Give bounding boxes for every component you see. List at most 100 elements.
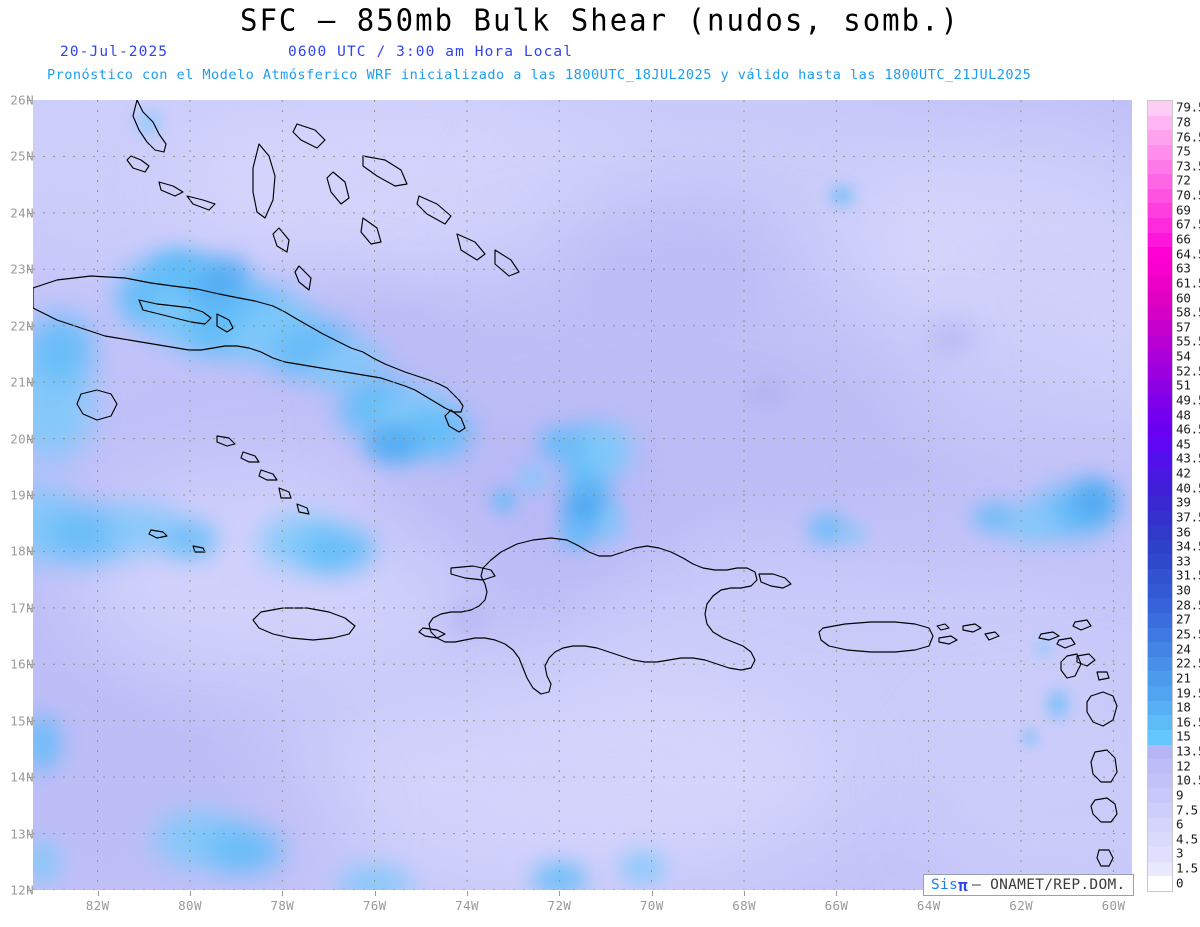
- colorbar-tick-label: 73.5: [1176, 158, 1200, 174]
- shear-contour-blob: [33, 839, 61, 885]
- colorbar-swatch: [1148, 437, 1172, 452]
- colorbar-swatch: [1148, 583, 1172, 599]
- colorbar-tick-label: 66: [1176, 231, 1191, 247]
- colorbar-swatch: [1148, 422, 1172, 438]
- colorbar-swatch: [1148, 569, 1172, 584]
- colorbar-swatch: [1148, 832, 1172, 847]
- lat-axis-tick: [27, 325, 32, 327]
- colorbar-swatch: [1148, 773, 1172, 789]
- colorbar-swatch: [1148, 861, 1172, 877]
- colorbar-swatch: [1148, 218, 1172, 233]
- colorbar-swatch: [1148, 686, 1172, 701]
- shear-contour-blob: [208, 827, 283, 874]
- colorbar-tick-label: 42: [1176, 465, 1191, 481]
- lat-axis-tick: [27, 100, 32, 101]
- colorbar-swatch: [1148, 276, 1172, 292]
- colorbar-swatch: [1148, 671, 1172, 686]
- lat-axis-label: 25N: [10, 148, 34, 164]
- shear-contour-blob: [559, 187, 791, 329]
- colorbar-swatch: [1148, 539, 1172, 555]
- colorbar-tick-label: 12: [1176, 758, 1191, 774]
- lat-axis-label: 23N: [10, 261, 34, 277]
- colorbar-tick-label: 6: [1176, 816, 1184, 832]
- colorbar-tick-label: 55.5: [1176, 333, 1200, 349]
- colorbar-swatch: [1148, 174, 1172, 189]
- colorbar-swatch: [1148, 510, 1172, 526]
- lon-axis-tick: [467, 891, 469, 896]
- shear-contour-blob: [1037, 638, 1052, 656]
- lon-axis-label: 78W: [270, 898, 295, 913]
- lon-axis-label: 62W: [1009, 898, 1034, 913]
- lon-axis-tick: [282, 891, 284, 896]
- lat-axis-tick: [27, 890, 32, 891]
- colorbar-swatch: [1148, 627, 1172, 643]
- colorbar-tick-label: 1.5: [1176, 860, 1198, 876]
- subtitle-row: 20-Jul-2025 0600 UTC / 3:00 am Hora Loca…: [0, 44, 1200, 64]
- colorbar-swatch: [1148, 598, 1172, 613]
- colorbar-swatch: [1148, 744, 1172, 760]
- colorbar-tick-label: 57: [1176, 319, 1191, 335]
- shear-contour-blob: [517, 463, 546, 493]
- lon-axis-label: 76W: [362, 898, 387, 913]
- lon-axis-tick: [190, 891, 191, 896]
- shear-contour-blob: [337, 864, 412, 890]
- colorbar-swatch: [1148, 803, 1172, 818]
- colorbar-swatch: [1148, 261, 1172, 277]
- colorbar-tick-label: 61.5: [1176, 275, 1200, 291]
- shear-contour-blob: [596, 503, 625, 543]
- colorbar-tick-label: 48: [1176, 407, 1191, 423]
- shear-contour-blob: [1071, 478, 1119, 524]
- lat-axis-label: 22N: [10, 318, 34, 334]
- lat-axis-tick: [27, 212, 32, 214]
- watermark-sis-text: Sis: [931, 877, 959, 893]
- coastlines-layer: [33, 100, 1118, 890]
- lat-axis-tick: [27, 833, 32, 835]
- shear-contour-blob: [136, 111, 160, 134]
- colorbar-tick-label: 37.5: [1176, 509, 1200, 525]
- colorbar-tick-label: 13.5: [1176, 743, 1200, 759]
- colorbar-swatch: [1148, 817, 1172, 833]
- lat-axis-tick: [27, 269, 32, 271]
- lat-axis-label: 18N: [10, 543, 34, 559]
- shear-contour-blob: [1048, 689, 1068, 718]
- shear-contour-blob: [559, 520, 597, 549]
- lon-axis-tick: [836, 891, 838, 896]
- colorbar-tick-label: 49.5: [1176, 392, 1200, 408]
- lat-axis-tick: [27, 382, 32, 384]
- colorbar-swatch: [1148, 232, 1172, 248]
- colorbar-swatch: [1148, 144, 1172, 160]
- colorbar-swatch: [1148, 642, 1172, 657]
- colorbar-tick-label: 43.5: [1176, 450, 1200, 466]
- lat-axis-label: 20N: [10, 431, 34, 447]
- colorbar-tick-label: 45: [1176, 436, 1191, 452]
- colorbar-swatch: [1148, 203, 1172, 218]
- lat-axis-tick: [27, 551, 32, 553]
- colorbar-tick-label: 63: [1176, 260, 1191, 276]
- colorbar-tick-label: 64.5: [1176, 246, 1200, 262]
- colorbar-tick-label: 78: [1176, 114, 1191, 130]
- lat-axis-label: 16N: [10, 656, 34, 672]
- colorbar-swatch: [1148, 715, 1172, 730]
- colorbar-tick-label: 75: [1176, 143, 1191, 159]
- colorbar-tick-label: 4.5: [1176, 831, 1198, 847]
- lon-axis-label: 66W: [824, 898, 849, 913]
- colorbar-swatch: [1148, 349, 1172, 365]
- colorbar-tick-label: 67.5: [1176, 216, 1200, 232]
- colorbar-tick-label: 33: [1176, 553, 1191, 569]
- colorbar-tick-labels: 79.57876.57573.57270.56967.56664.56361.5…: [1176, 100, 1200, 900]
- shear-contour-blob: [808, 514, 846, 543]
- colorbar-tick-label: 34.5: [1176, 538, 1200, 554]
- lat-axis-label: 26N: [10, 92, 34, 108]
- colorbar-tick-label: 36: [1176, 524, 1191, 540]
- colorbar: [1147, 100, 1173, 892]
- map-plot-area[interactable]: [33, 100, 1132, 890]
- lat-axis-tick: [27, 156, 32, 158]
- colorbar-swatch: [1148, 101, 1172, 116]
- lat-axis-tick: [27, 720, 32, 722]
- colorbar-tick-label: 76.5: [1176, 129, 1200, 145]
- colorbar-swatch: [1148, 612, 1172, 628]
- watermark-pi-icon: π: [958, 875, 969, 895]
- colorbar-tick-label: 31.5: [1176, 567, 1200, 583]
- colorbar-tick-label: 10.5: [1176, 772, 1200, 788]
- colorbar-swatch: [1148, 729, 1172, 745]
